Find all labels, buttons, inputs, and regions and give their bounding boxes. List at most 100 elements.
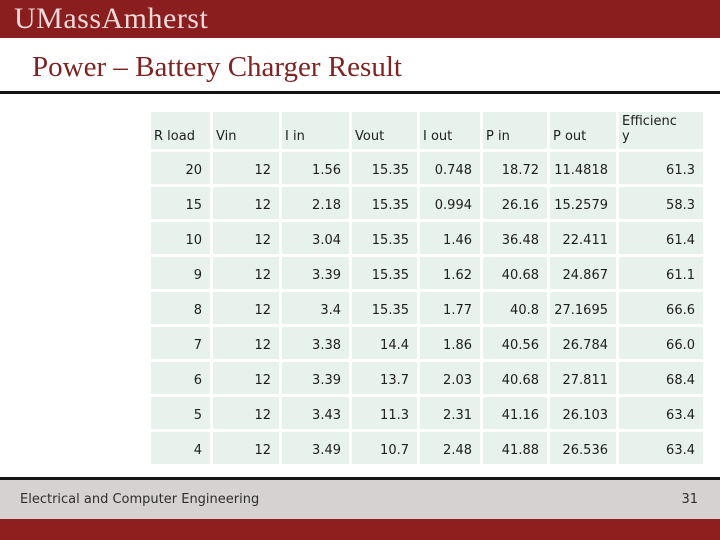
table-cell: 12	[213, 257, 279, 289]
table-header-cell: Efficienc y	[619, 112, 703, 149]
table-row: 9 12 3.39 15.35 1.62 40.68 24.867 61.1	[151, 257, 703, 289]
table-cell: 20	[151, 152, 210, 184]
table-cell: 13.7	[352, 362, 417, 394]
table-body: 20 12 1.56 15.35 0.748 18.72 11.4818 61.3 15 12 2.…	[151, 152, 703, 464]
table-cell: 15	[151, 187, 210, 219]
table-cell: 1.86	[420, 327, 480, 359]
table-row: 15 12 2.18 15.35 0.994 26.16 15.2579 58.3	[151, 187, 703, 219]
table-cell: 36.48	[483, 222, 547, 254]
table-header-cell: P out	[550, 112, 616, 149]
table-cell: 18.72	[483, 152, 547, 184]
table-cell: 5	[151, 397, 210, 429]
table-cell: 61.4	[619, 222, 703, 254]
table-cell: 0.748	[420, 152, 480, 184]
table-cell: 12	[213, 187, 279, 219]
table-row: 20 12 1.56 15.35 0.748 18.72 11.4818 61.3	[151, 152, 703, 184]
table-cell: 3.04	[282, 222, 349, 254]
table-cell: 4	[151, 432, 210, 464]
table-header-row: R load Vin I in Vout I out P in P out Efficienc…	[151, 112, 703, 149]
table-cell: 63.4	[619, 432, 703, 464]
results-table: R load Vin I in Vout I out P in P out Efficienc…	[148, 109, 706, 467]
table-cell: 63.4	[619, 397, 703, 429]
table-row: 10 12 3.04 15.35 1.46 36.48 22.411 61.4	[151, 222, 703, 254]
footer-page-number: 31	[681, 492, 698, 507]
table-header-cell: I out	[420, 112, 480, 149]
table-cell: 9	[151, 257, 210, 289]
title-divider	[0, 91, 720, 94]
table-cell: 7	[151, 327, 210, 359]
table-row: 8 12 3.4 15.35 1.77 40.8 27.1695 66.6	[151, 292, 703, 324]
table-cell: 3.43	[282, 397, 349, 429]
table-cell: 15.2579	[550, 187, 616, 219]
table-cell: 26.103	[550, 397, 616, 429]
table-cell: 15.35	[352, 152, 417, 184]
page-title: Power – Battery Charger Result	[32, 51, 402, 83]
table-header-cell: R load	[151, 112, 210, 149]
table-cell: 26.784	[550, 327, 616, 359]
umass-logo: UMassAmherst	[14, 2, 209, 35]
table-cell: 58.3	[619, 187, 703, 219]
table-cell: 10	[151, 222, 210, 254]
table-cell: 3.39	[282, 362, 349, 394]
table-cell: 68.4	[619, 362, 703, 394]
table-cell: 8	[151, 292, 210, 324]
table-cell: 41.88	[483, 432, 547, 464]
table-cell: 10.7	[352, 432, 417, 464]
table-cell: 27.811	[550, 362, 616, 394]
table-cell: 2.18	[282, 187, 349, 219]
table-cell: 3.49	[282, 432, 349, 464]
table-cell: 14.4	[352, 327, 417, 359]
table-cell: 3.38	[282, 327, 349, 359]
table-cell: 2.31	[420, 397, 480, 429]
table-cell: 61.3	[619, 152, 703, 184]
table-cell: 40.8	[483, 292, 547, 324]
table-cell: 11.3	[352, 397, 417, 429]
table-cell: 2.03	[420, 362, 480, 394]
table-header-cell: Vout	[352, 112, 417, 149]
footer-maroon-bar	[0, 519, 720, 540]
table-cell: 12	[213, 432, 279, 464]
table-cell: 12	[213, 362, 279, 394]
table-row: 4 12 3.49 10.7 2.48 41.88 26.536 63.4	[151, 432, 703, 464]
umass-banner: UMassAmherst	[0, 0, 720, 38]
table-cell: 1.77	[420, 292, 480, 324]
table-cell: 26.16	[483, 187, 547, 219]
table-cell: 0.994	[420, 187, 480, 219]
footer-bar: Electrical and Computer Engineering 31	[0, 480, 720, 519]
table-cell: 3.39	[282, 257, 349, 289]
table-row: 7 12 3.38 14.4 1.86 40.56 26.784 66.0	[151, 327, 703, 359]
table-cell: 3.4	[282, 292, 349, 324]
table-cell: 40.56	[483, 327, 547, 359]
table-cell: 12	[213, 292, 279, 324]
table-cell: 1.62	[420, 257, 480, 289]
table-row: 6 12 3.39 13.7 2.03 40.68 27.811 68.4	[151, 362, 703, 394]
table-cell: 26.536	[550, 432, 616, 464]
table-cell: 40.68	[483, 257, 547, 289]
table-cell: 1.56	[282, 152, 349, 184]
table-cell: 12	[213, 222, 279, 254]
table-cell: 24.867	[550, 257, 616, 289]
footer-department: Electrical and Computer Engineering	[20, 492, 260, 507]
table-cell: 40.68	[483, 362, 547, 394]
table-cell: 66.6	[619, 292, 703, 324]
table-cell: 66.0	[619, 327, 703, 359]
table-cell: 2.48	[420, 432, 480, 464]
table-cell: 1.46	[420, 222, 480, 254]
table-cell: 12	[213, 152, 279, 184]
footer-divider	[0, 477, 720, 480]
table-header-cell: Vin	[213, 112, 279, 149]
table-cell: 15.35	[352, 222, 417, 254]
table-header-cell: I in	[282, 112, 349, 149]
table-cell: 15.35	[352, 187, 417, 219]
table-head: R load Vin I in Vout I out P in P out Efficienc…	[151, 112, 703, 149]
table-cell: 15.35	[352, 257, 417, 289]
table-cell: 6	[151, 362, 210, 394]
table-cell: 27.1695	[550, 292, 616, 324]
table-row: 5 12 3.43 11.3 2.31 41.16 26.103 63.4	[151, 397, 703, 429]
table-cell: 12	[213, 397, 279, 429]
table-cell: 22.411	[550, 222, 616, 254]
table-cell: 61.1	[619, 257, 703, 289]
table-cell: 12	[213, 327, 279, 359]
results-table-wrap: R load Vin I in Vout I out P in P out Efficienc…	[148, 109, 706, 467]
table-cell: 11.4818	[550, 152, 616, 184]
